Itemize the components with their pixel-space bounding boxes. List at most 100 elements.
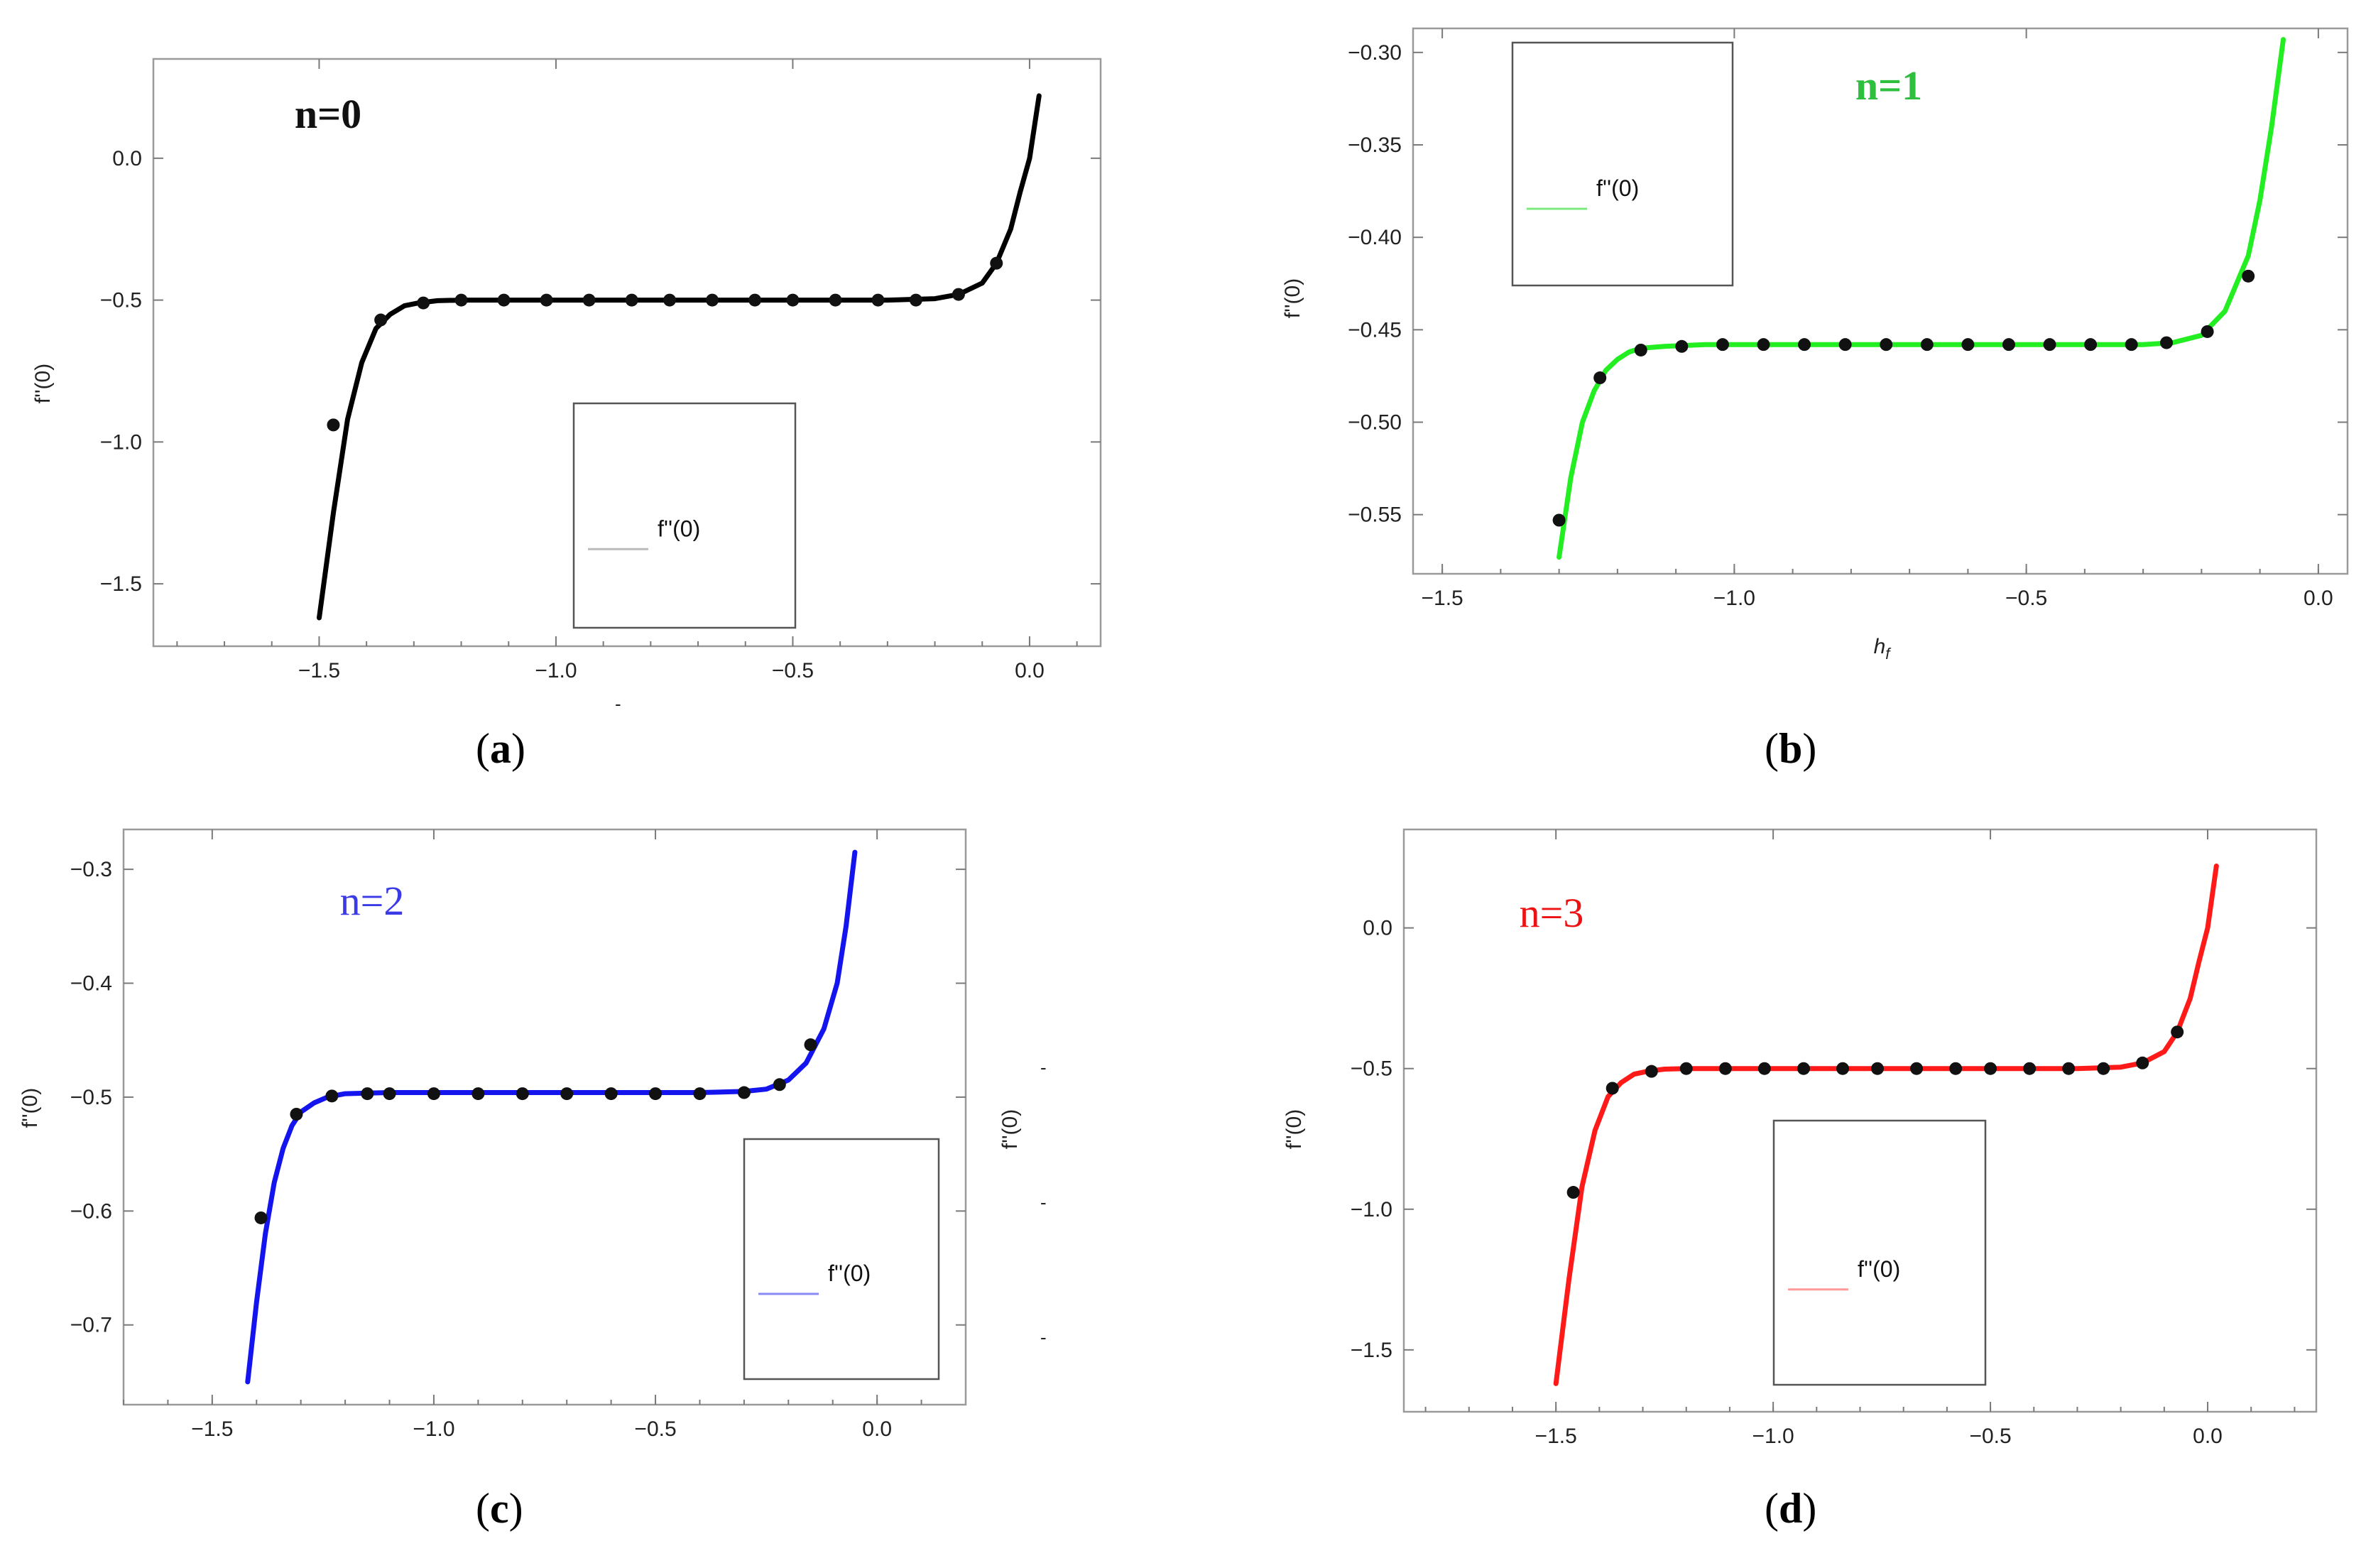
data-point-b (1675, 339, 1689, 353)
data-point-d (2171, 1025, 2184, 1039)
data-point-d (2097, 1062, 2110, 1075)
data-point-c (254, 1211, 268, 1224)
caption-a: (a) (476, 725, 525, 772)
data-point-a (540, 293, 553, 307)
panel-annotation-a: n=0 (295, 91, 361, 137)
x-tick-label-c: −0.5 (634, 1417, 676, 1441)
data-point-d (1645, 1065, 1658, 1078)
data-point-d (1679, 1062, 1693, 1075)
legend-box-c (743, 1138, 940, 1381)
data-point-b (1593, 371, 1607, 385)
data-point-d (1757, 1062, 1771, 1075)
caption-c: (c) (476, 1485, 523, 1532)
data-point-c (427, 1087, 440, 1101)
y-tick-label-a: −1.5 (100, 572, 142, 596)
data-point-b (2043, 338, 2056, 352)
y-tick-label-b: −0.50 (1348, 411, 1402, 435)
data-point-b (2002, 338, 2015, 352)
data-point-a (909, 293, 922, 307)
y-tick-label-b: −0.40 (1348, 226, 1402, 249)
data-point-b (1880, 338, 1893, 352)
data-point-d (2062, 1062, 2076, 1075)
x-tick-label-d: 0.0 (2193, 1425, 2223, 1448)
data-point-b (2201, 325, 2214, 338)
data-point-a (952, 288, 965, 301)
data-point-a (871, 293, 885, 307)
data-point-b (1757, 338, 1770, 352)
y-tick-label-c: −0.3 (70, 858, 112, 881)
x-tick-label-d: −1.0 (1752, 1425, 1794, 1448)
data-point-c (290, 1107, 303, 1121)
panel-annotation-b: n=1 (1855, 62, 1922, 109)
y-tick-label-b: −0.45 (1348, 318, 1402, 342)
data-point-d (1949, 1062, 1963, 1075)
y-tick-label-b: −0.35 (1348, 134, 1402, 157)
data-point-c (804, 1038, 817, 1052)
data-point-a (374, 313, 388, 327)
data-point-b (1961, 338, 1975, 352)
chart-panel-b: −1.5 −1.0 −0.5 0.0 −0.30 −0.35 −0.40 −0.45 −0.50… (1281, 27, 2349, 663)
data-point-d (1797, 1062, 1810, 1075)
caption-d: (d) (1765, 1485, 1817, 1532)
data-point-c (693, 1087, 707, 1101)
data-point-c (773, 1078, 786, 1091)
data-point-a (990, 256, 1003, 270)
x-tick-label-a: 0.0 (1015, 659, 1045, 682)
data-point-d (2136, 1056, 2149, 1069)
stray-tick-c1: - (1040, 1057, 1047, 1078)
x-tick-label-a: −1.0 (535, 659, 577, 682)
data-point-c (516, 1087, 529, 1101)
chart-panel-a: −1.5 −1.0 −0.5 0.0 0.0 −0.5 −1.0 −1.5 f''(0) n=0 f… (31, 58, 1102, 682)
y-tick-label-a: −0.5 (100, 289, 142, 312)
x-tick-label-a: −1.5 (298, 659, 340, 682)
stray-tick-a: - (615, 693, 621, 714)
data-point-c (361, 1087, 374, 1101)
data-point-b (1716, 338, 1729, 352)
data-point-a (748, 293, 762, 307)
data-point-a (497, 293, 511, 307)
data-point-b (1634, 343, 1647, 356)
y-tick-label-c: −0.7 (70, 1314, 112, 1337)
data-point-b (1920, 338, 1934, 352)
data-point-d (1910, 1062, 1924, 1075)
data-point-c (649, 1087, 663, 1101)
data-point-c (560, 1087, 574, 1101)
data-point-a (786, 293, 800, 307)
series-line-c (245, 849, 858, 1385)
y-axis-label-c: f''(0) (18, 1088, 42, 1128)
legend-label-c: f''(0) (828, 1261, 871, 1286)
legend-box-a (572, 402, 797, 629)
data-point-b (1838, 338, 1852, 352)
stray-ylabel-c: f''(0) (998, 1109, 1022, 1149)
legend-label-a: f''(0) (658, 516, 700, 541)
data-point-a (663, 293, 677, 307)
x-tick-label-d: −1.5 (1535, 1425, 1577, 1448)
y-tick-label-b: −0.55 (1348, 503, 1402, 527)
y-tick-label-c: −0.5 (70, 1086, 112, 1109)
data-point-b (2242, 269, 2255, 283)
data-point-c (737, 1086, 751, 1099)
data-point-b (2160, 336, 2174, 349)
data-point-d (2023, 1062, 2037, 1075)
legend-box-b (1511, 41, 1734, 287)
y-tick-label-c: −0.6 (70, 1199, 112, 1223)
x-tick-label-b: −1.5 (1422, 587, 1463, 610)
data-point-b (1798, 338, 1811, 352)
data-point-a (706, 293, 719, 307)
y-axis-label-a: f''(0) (31, 364, 55, 403)
y-tick-label-c: −0.4 (70, 972, 112, 996)
y-axis-label-d: f''(0) (1282, 1109, 1306, 1149)
x-tick-label-c: −1.0 (413, 1417, 454, 1441)
chart-panel-c: −1.5 −1.0 −0.5 0.0 −0.3 −0.4 −0.5 −0.6 −0.7 f''(0… (18, 828, 967, 1441)
data-point-b (2125, 338, 2138, 352)
data-point-c (383, 1087, 396, 1101)
data-point-a (417, 296, 430, 310)
x-tick-label-b: 0.0 (2304, 587, 2333, 610)
data-point-d (1870, 1062, 1884, 1075)
y-tick-label-d: −1.0 (1351, 1198, 1392, 1221)
y-tick-label-b: −0.30 (1348, 41, 1402, 65)
data-point-d (1836, 1062, 1850, 1075)
